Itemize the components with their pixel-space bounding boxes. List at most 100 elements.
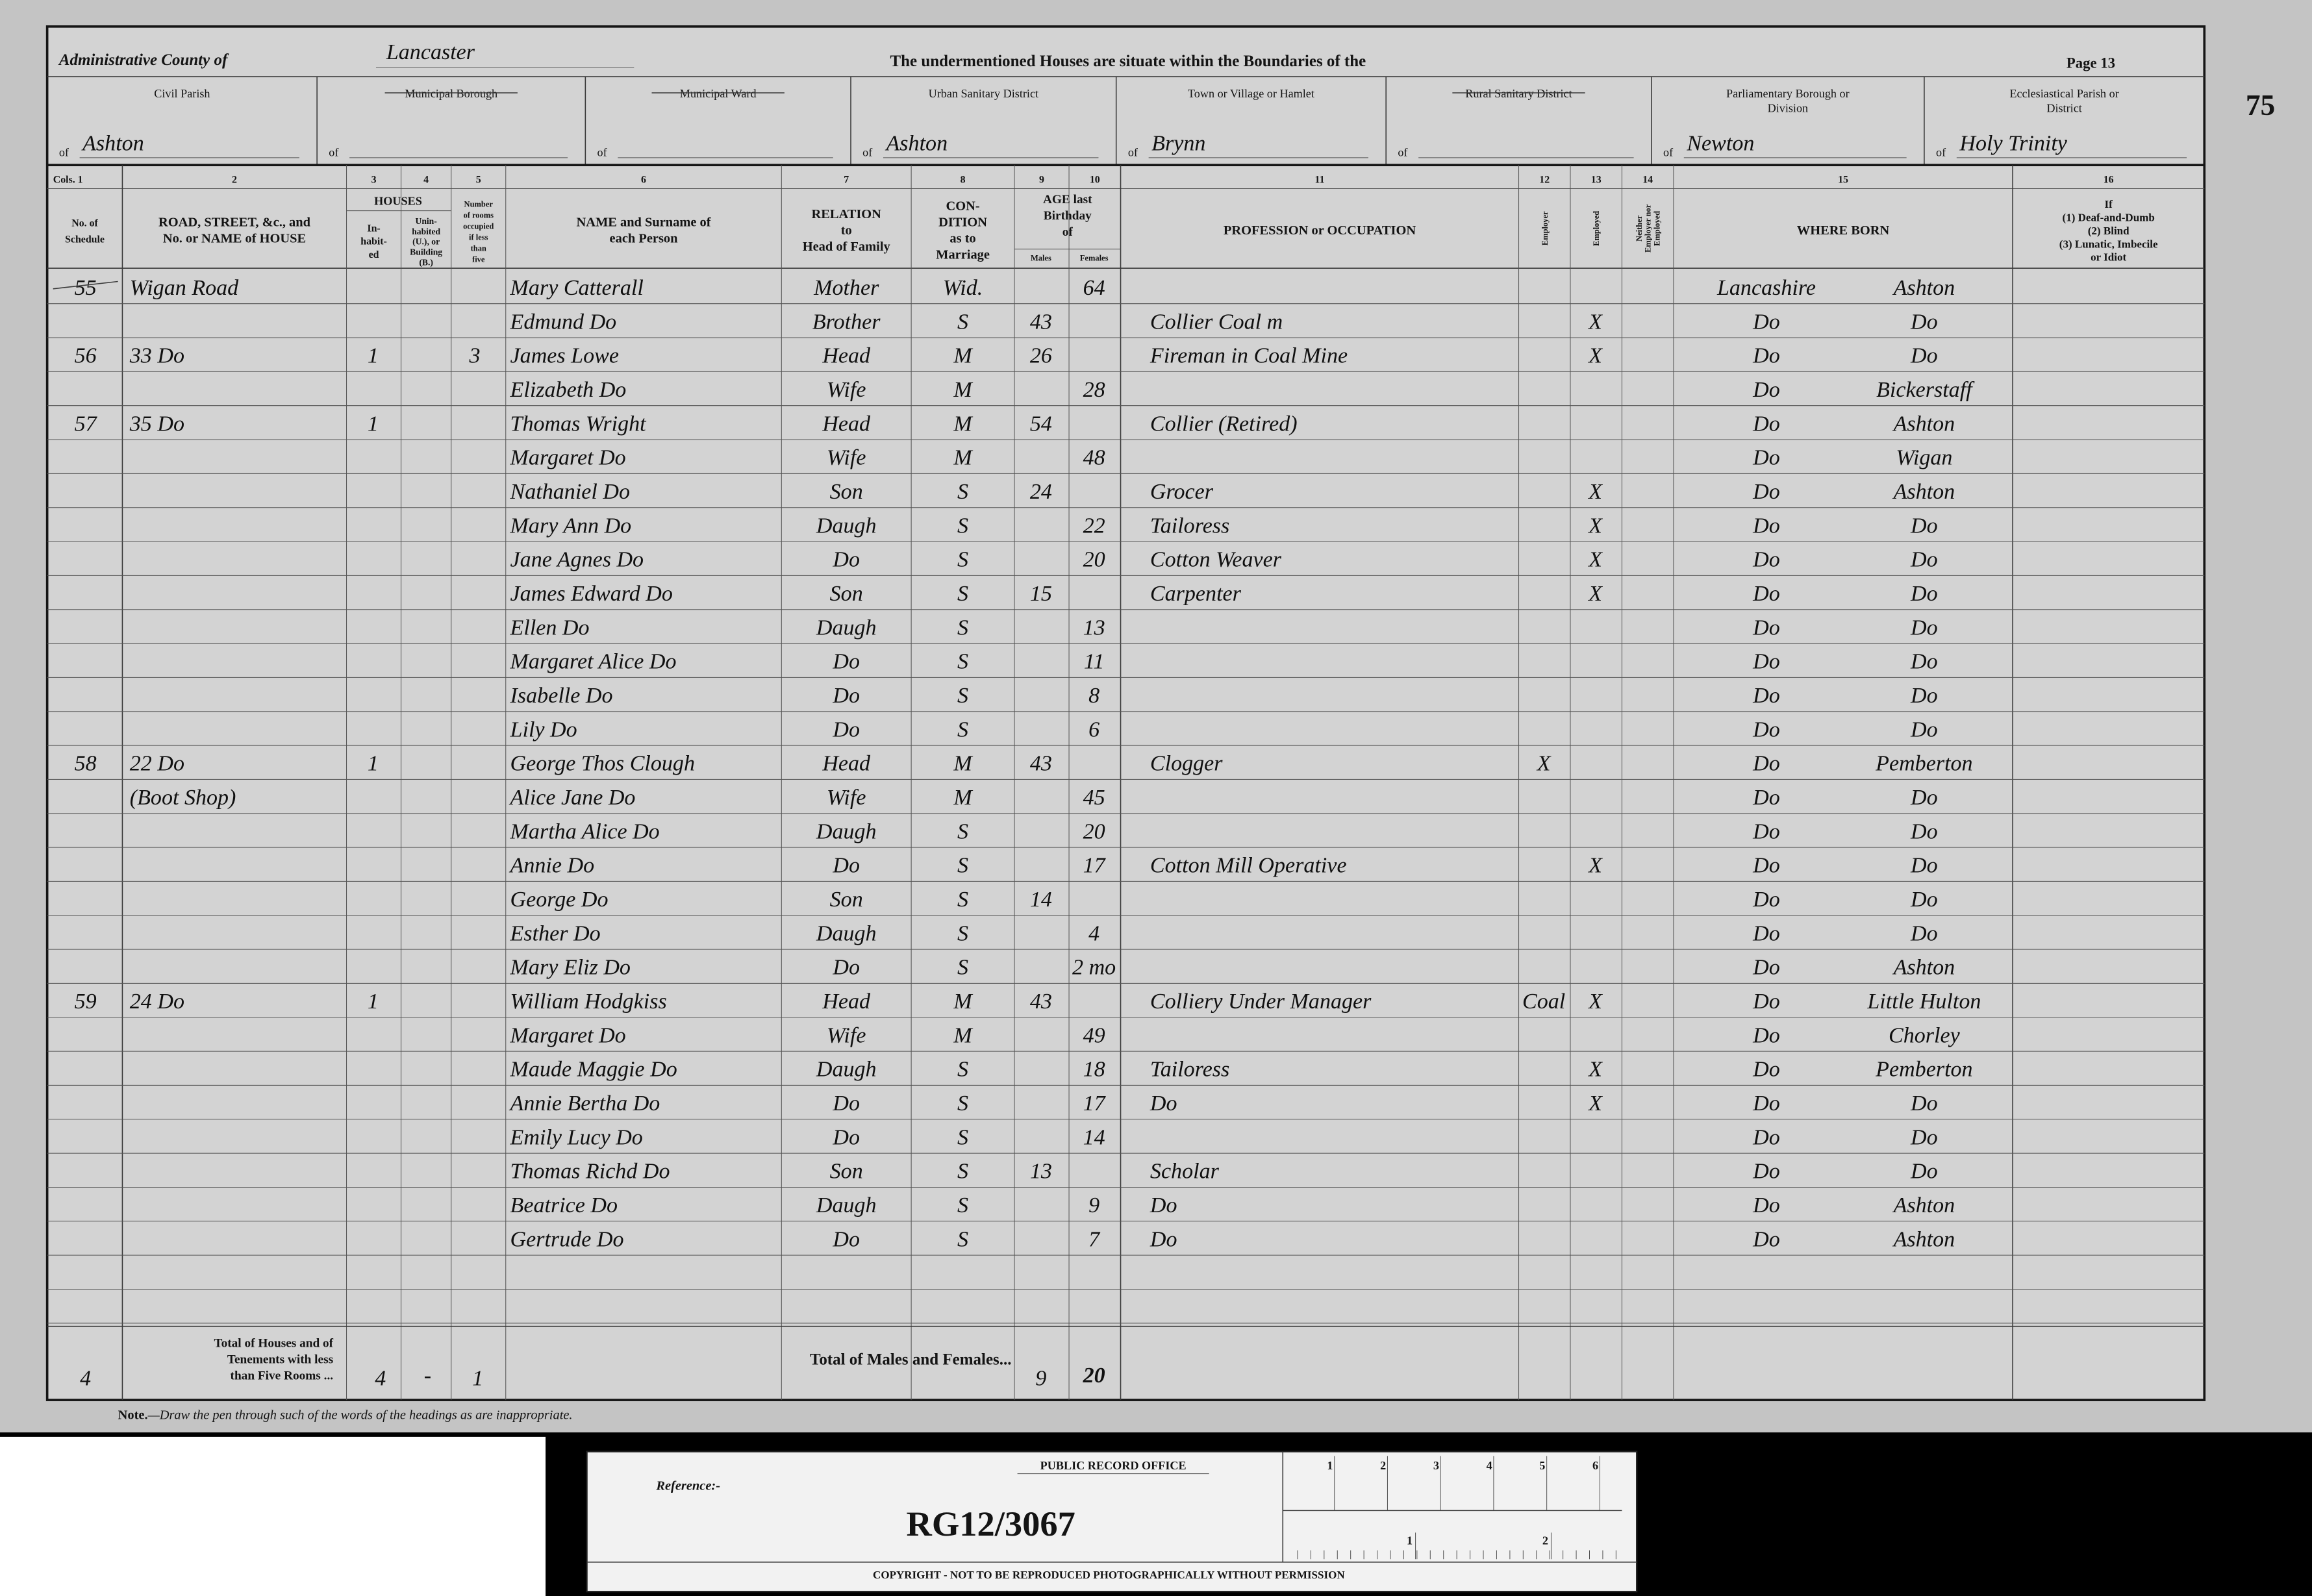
cell-name: Mary Catterall: [510, 276, 644, 300]
cell-born-parish: Do: [1910, 1160, 1938, 1184]
cell-relation: Do: [832, 1227, 860, 1251]
cell-born-parish: Little Hulton: [1866, 990, 1981, 1014]
cell-schedule: 57: [75, 412, 98, 436]
county: Lancaster: [386, 40, 475, 64]
column-number: 9: [1039, 174, 1044, 185]
cell-relation: Daugh: [816, 921, 877, 945]
cell-relation: Do: [832, 650, 860, 674]
column-heading: Employed: [1592, 211, 1601, 246]
cell-born-county: Do: [1752, 548, 1780, 572]
age-subheading: Females: [1080, 254, 1109, 263]
cell-relation: Son: [830, 480, 863, 504]
cell-born-county: Do: [1752, 480, 1780, 504]
cell-employed: X: [1587, 548, 1603, 572]
cell-age-female: 13: [1083, 616, 1105, 640]
reference-card: [586, 1451, 1638, 1593]
column-number: 13: [1591, 174, 1602, 185]
cell-born-county: Do: [1752, 786, 1780, 810]
scale-label: 2: [1380, 1459, 1386, 1472]
note-text: —Draw the pen through such of the words …: [147, 1408, 573, 1423]
header-title: The undermentioned Houses are situate wi…: [890, 53, 1366, 70]
cell-occupation: Grocer: [1150, 480, 1214, 504]
cell-born-county: Do: [1752, 1160, 1780, 1184]
cell-born-county: Do: [1752, 956, 1780, 980]
cell-born-county: Do: [1752, 616, 1780, 640]
cell-relation: Daugh: [816, 616, 877, 640]
page-number: Page 13: [2067, 55, 2115, 71]
cell-name: Ellen Do: [510, 616, 590, 640]
cell-condition: S: [957, 956, 968, 980]
age-heading: AGE last: [1043, 193, 1092, 206]
cell-age-female: 45: [1083, 786, 1105, 810]
cell-born-parish: Do: [1910, 1091, 1938, 1116]
column-heading: each Person: [610, 231, 679, 245]
cell-occupation: Do: [1150, 1193, 1177, 1217]
cell-born-county: Do: [1752, 1091, 1780, 1116]
column-heading: NAME and Surname of: [576, 215, 710, 229]
cell-name: Maude Maggie Do: [510, 1058, 677, 1082]
column-number: 12: [1539, 174, 1550, 185]
folio-number: 75: [2246, 89, 2275, 121]
cell-inhabited: 1: [368, 990, 379, 1014]
cell-relation: Head: [822, 344, 871, 368]
column-heading: as to: [949, 231, 975, 245]
cell-age-male: 13: [1030, 1160, 1052, 1184]
form: [47, 26, 2205, 1401]
cell-name: Mary Ann Do: [510, 514, 632, 538]
cell-name: Thomas Wright: [510, 412, 647, 436]
cell-born-parish: Ashton: [1892, 956, 1955, 980]
column-heading: ROAD, STREET, &c., and: [158, 215, 311, 229]
column-heading: In-: [367, 223, 380, 234]
cell-age-male: 24: [1030, 480, 1052, 504]
column-number: 7: [844, 174, 849, 185]
cell-born-parish: Do: [1910, 650, 1938, 674]
column-heading: PROFESSION or OCCUPATION: [1224, 223, 1416, 238]
column-heading: CON-: [946, 199, 979, 213]
cell-schedule: 58: [75, 752, 97, 776]
column-heading: Schedule: [65, 234, 105, 245]
cell-schedule: 55: [75, 276, 97, 300]
cell-born-parish: Do: [1910, 684, 1938, 708]
cell-schedule: 59: [75, 990, 97, 1014]
column-heading: habited: [412, 227, 440, 236]
column-heading: Marriage: [936, 247, 990, 262]
cell-occupation: Do: [1150, 1091, 1177, 1116]
note: Note.—Draw the pen through such of the w…: [118, 1408, 573, 1423]
cell-born-parish: Pemberton: [1875, 752, 1972, 776]
cell-condition: S: [957, 1058, 968, 1082]
cell-age-female: 14: [1083, 1125, 1105, 1149]
cell-occupation: Colliery Under Manager: [1150, 990, 1372, 1014]
cell-relation: Daugh: [816, 514, 877, 538]
cell-born-parish: Pemberton: [1875, 1058, 1972, 1082]
cell-condition: S: [957, 1125, 968, 1149]
district-prefix: of: [1936, 146, 1946, 159]
total-males: 9: [1035, 1366, 1046, 1390]
column-heading: Employer nor: [1644, 204, 1653, 253]
column-heading: Number: [464, 199, 494, 208]
district-label: Rural Sanitary District: [1465, 87, 1572, 100]
age-subheading: Males: [1031, 254, 1051, 263]
cell-age-female: 28: [1083, 378, 1105, 402]
cell-age-male: 14: [1030, 888, 1052, 912]
column-heading: Employed: [1652, 211, 1661, 246]
scale-label: 2: [1542, 1534, 1548, 1547]
cell-employed: X: [1587, 344, 1603, 368]
cell-occupation: Fireman in Coal Mine: [1150, 344, 1348, 368]
cell-age-male: 43: [1030, 752, 1052, 776]
cell-road: 24 Do: [130, 990, 184, 1014]
column-heading: of rooms: [463, 210, 494, 219]
district-value: Brynn: [1151, 132, 1205, 156]
cell-born-parish: Do: [1910, 514, 1938, 538]
district-value: Newton: [1686, 132, 1754, 156]
cell-age-male: 26: [1030, 344, 1052, 368]
column-heading: five: [472, 255, 485, 264]
cell-born-parish: Ashton: [1892, 412, 1955, 436]
cell-condition: S: [957, 1227, 968, 1251]
cell-born-parish: Chorley: [1889, 1023, 1961, 1047]
district-label: Division: [1768, 101, 1809, 114]
cell-road: (Boot Shop): [130, 786, 236, 810]
cell-born-county: Do: [1752, 1193, 1780, 1217]
district-label: District: [2046, 101, 2081, 114]
